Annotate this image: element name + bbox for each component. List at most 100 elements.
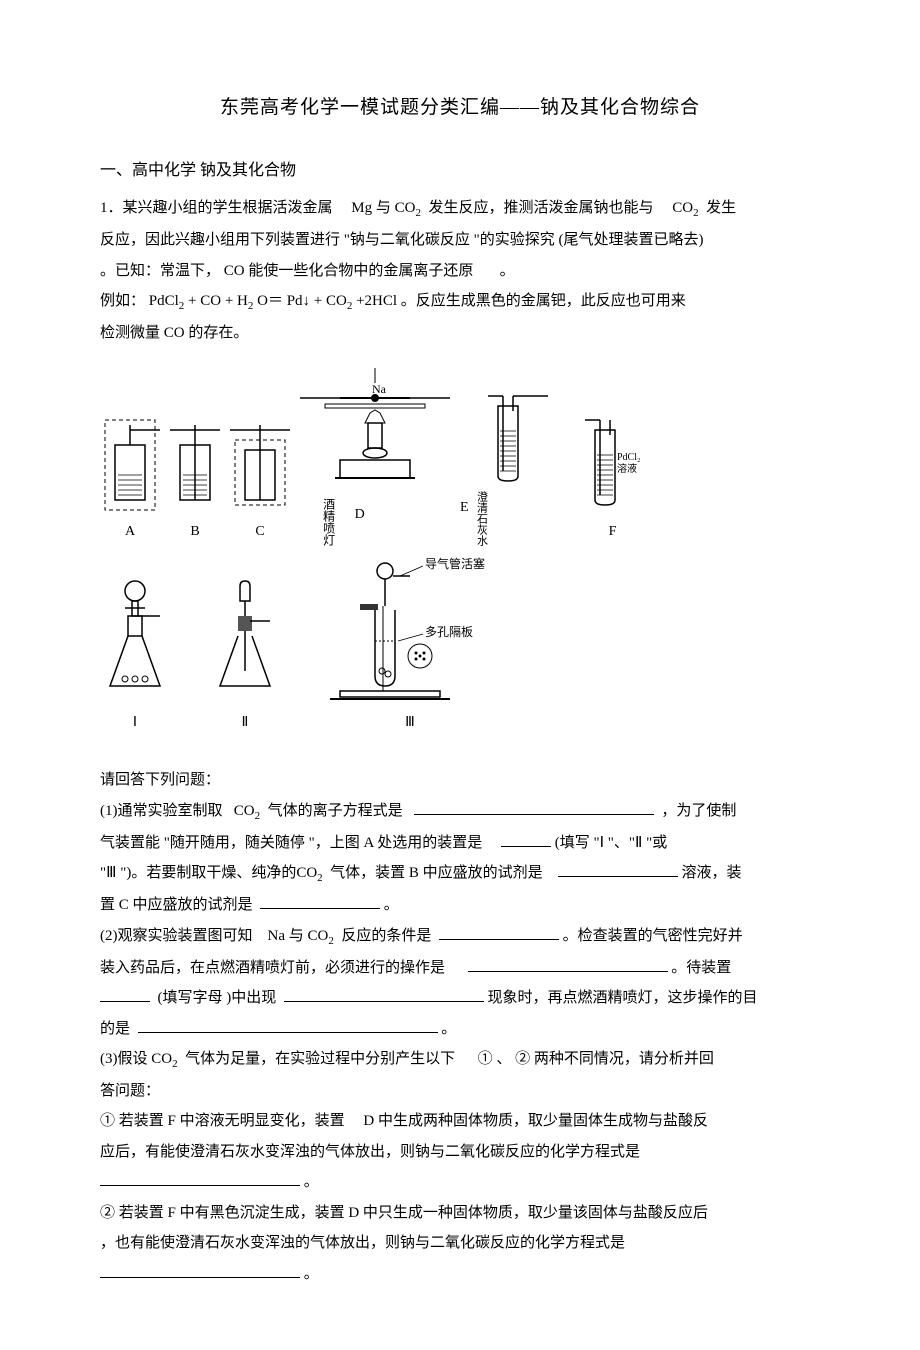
text: ① 、 ② 两种不同情况，请分析并回 bbox=[478, 1051, 714, 1067]
question-1-line2: 反应，因此兴趣小组用下列装置进行 "钠与二氧化碳反应 "的实验探究 (尾气处理装… bbox=[100, 226, 820, 255]
text: 发生反应，推测活泼金属钠也能与 bbox=[428, 200, 653, 216]
blank-input[interactable] bbox=[558, 862, 678, 877]
burner-d-icon: Na bbox=[300, 368, 450, 498]
text: 反应的条件是 bbox=[341, 928, 431, 944]
apparatus-e: E 澄清石灰水 bbox=[460, 381, 575, 546]
part-1-line4: 置 C 中应盛放的试剂是 。 bbox=[100, 891, 820, 920]
blank-input[interactable] bbox=[100, 1263, 300, 1278]
text: (3)假设 CO bbox=[100, 1051, 172, 1067]
blank-input[interactable] bbox=[501, 832, 551, 847]
text: + CO + H bbox=[188, 293, 248, 309]
text: 的是 bbox=[100, 1021, 130, 1037]
subscript: 2 bbox=[347, 300, 353, 312]
text: (填写 "Ⅰ "、"Ⅱ "或 bbox=[555, 835, 668, 851]
text: (1)通常实验室制取 bbox=[100, 803, 223, 819]
stopcock-label: 导气管活塞 bbox=[425, 556, 485, 571]
text: 。 bbox=[384, 897, 399, 913]
text: 。 bbox=[441, 1021, 456, 1037]
label-r1: Ⅰ bbox=[133, 710, 137, 737]
apparatus-d: Na 酒精喷灯 D bbox=[300, 368, 450, 546]
blank-input[interactable] bbox=[100, 987, 150, 1002]
part-2-line2: 装入药品后，在点燃酒精喷灯前，必须进行的操作是 。待装置 bbox=[100, 954, 820, 983]
label-c: C bbox=[255, 519, 264, 546]
question-1-line3: 。已知：常温下， CO 能使一些化合物中的金属离子还原 。 bbox=[100, 257, 820, 286]
flask-a-icon bbox=[100, 415, 160, 515]
text: 。已知：常温下， CO 能使一些化合物中的金属离子还原 bbox=[100, 263, 473, 279]
question-1-intro: 1．某兴趣小组的学生根据活泼金属 Mg 与 CO2 发生反应，推测活泼金属钠也能… bbox=[100, 194, 820, 224]
apparatus-f: PdCl₂ 溶液 F bbox=[585, 405, 640, 546]
label-r3: Ⅲ bbox=[405, 710, 415, 737]
label-b: B bbox=[190, 519, 199, 546]
apparatus-r3: 导气管活塞 多孔隔板 bbox=[320, 556, 500, 737]
text: O＝ Pd↓ + CO bbox=[257, 293, 347, 309]
text: 置 C 中应盛放的试剂是 bbox=[100, 897, 253, 913]
question-1-example-cont: 检测微量 CO 的存在。 bbox=[100, 319, 820, 348]
blank-input[interactable] bbox=[100, 1171, 300, 1186]
label-e: E bbox=[460, 495, 469, 546]
porous-label: 多孔隔板 bbox=[425, 625, 473, 639]
part-3-sub1-cont: 应后，有能使澄清石灰水变浑浊的气体放出，则钠与二氧化碳反应的化学方程式是 bbox=[100, 1138, 820, 1167]
flask-b-icon bbox=[170, 415, 220, 515]
tube-e-icon bbox=[488, 381, 548, 491]
document-title: 东莞高考化学一模试题分类汇编——钠及其化合物综合 bbox=[100, 90, 820, 126]
text: 气体的离子方程式是 bbox=[268, 803, 403, 819]
flask-c-icon bbox=[230, 415, 290, 515]
solution-text: 溶液 bbox=[617, 462, 637, 475]
blank-input[interactable] bbox=[414, 800, 654, 815]
subscript: 2 bbox=[179, 300, 185, 312]
apparatus-r1: Ⅰ bbox=[100, 576, 170, 737]
tube-f-icon: PdCl₂ 溶液 bbox=[585, 405, 640, 515]
subscript: 2 bbox=[415, 207, 421, 219]
text: (2)观察实验装置图可知 bbox=[100, 928, 253, 944]
text: "Ⅲ ")。若要制取干燥、纯净的CO bbox=[100, 865, 317, 881]
label-a: A bbox=[125, 519, 135, 546]
text: 例如： PdCl bbox=[100, 293, 179, 309]
part-2: (2)观察实验装置图可知 Na 与 CO2 反应的条件是 。检查装置的气密性完好… bbox=[100, 922, 820, 952]
blank-input[interactable] bbox=[138, 1018, 438, 1033]
part-3-sub2: ② 若装置 F 中有黑色沉淀生成，装置 D 中只生成一种固体物质，取少量该固体与… bbox=[100, 1199, 820, 1228]
text: D 中生成两种固体物质，取少量固体生成物与盐酸反 bbox=[363, 1113, 708, 1129]
part-2-line3: (填写字母 )中出现 现象时，再点燃酒精喷灯，这步操作的目 bbox=[100, 984, 820, 1013]
blank-input[interactable] bbox=[439, 925, 559, 940]
text: 现象时，再点燃酒精喷灯，这步操作的目 bbox=[488, 990, 758, 1006]
part-3-sub1: ① 若装置 F 中溶液无明显变化，装置 D 中生成两种固体物质，取少量固体生成物… bbox=[100, 1107, 820, 1136]
apparatus-r2: Ⅱ bbox=[210, 576, 280, 737]
subscript: 2 bbox=[248, 300, 254, 312]
text: 发生 bbox=[706, 200, 736, 216]
pdcl2-text: PdCl₂ bbox=[617, 452, 640, 463]
subscript: 2 bbox=[172, 1058, 178, 1070]
text: 装入药品后，在点燃酒精喷灯前，必须进行的操作是 bbox=[100, 960, 445, 976]
label-r2: Ⅱ bbox=[242, 710, 249, 737]
text: ，为了使制 bbox=[661, 803, 736, 819]
flask-r1-icon bbox=[100, 576, 170, 706]
part-2-line4: 的是 。 bbox=[100, 1015, 820, 1044]
blank-input[interactable] bbox=[284, 987, 484, 1002]
blank-input[interactable] bbox=[468, 957, 668, 972]
blank-input[interactable] bbox=[260, 894, 380, 909]
text: 。 bbox=[304, 1266, 319, 1282]
text: 气装置能 "随开随用，随关随停 "，上图 A 处选用的装置是 bbox=[100, 835, 482, 851]
part-1-line3: "Ⅲ ")。若要制取干燥、纯净的CO2 气体，装置 B 中应盛放的试剂是 溶液，… bbox=[100, 859, 820, 889]
section-heading: 一、高中化学 钠及其化合物 bbox=[100, 156, 820, 186]
text: CO bbox=[234, 803, 255, 819]
apparatus-b: B bbox=[170, 415, 220, 546]
subscript: 2 bbox=[255, 810, 261, 822]
subscript: 2 bbox=[693, 207, 699, 219]
question-1-example: 例如： PdCl2 + CO + H2 O＝ Pd↓ + CO2 +2HCl 。… bbox=[100, 287, 820, 317]
flask-r3-icon: 导气管活塞 多孔隔板 bbox=[320, 556, 500, 706]
text: (填写字母 )中出现 bbox=[158, 990, 277, 1006]
text: ① 若装置 F 中溶液无明显变化，装置 bbox=[100, 1113, 345, 1129]
label-d: D bbox=[355, 502, 365, 529]
part-3-sub2-blank: 。 bbox=[100, 1260, 820, 1289]
na-label: Na bbox=[372, 382, 387, 396]
apparatus-c: C bbox=[230, 415, 290, 546]
subscript: 2 bbox=[317, 872, 323, 884]
diagram-row-1: A B C Na bbox=[100, 368, 820, 546]
part-3-sub1-blank: 。 bbox=[100, 1168, 820, 1197]
text: 。 bbox=[500, 263, 515, 279]
text: Na 与 CO bbox=[268, 928, 329, 944]
label-f: F bbox=[609, 519, 617, 546]
text: 1．某兴趣小组的学生根据活泼金属 bbox=[100, 200, 333, 216]
text: 。待装置 bbox=[671, 960, 731, 976]
text: 溶液，装 bbox=[681, 865, 741, 881]
